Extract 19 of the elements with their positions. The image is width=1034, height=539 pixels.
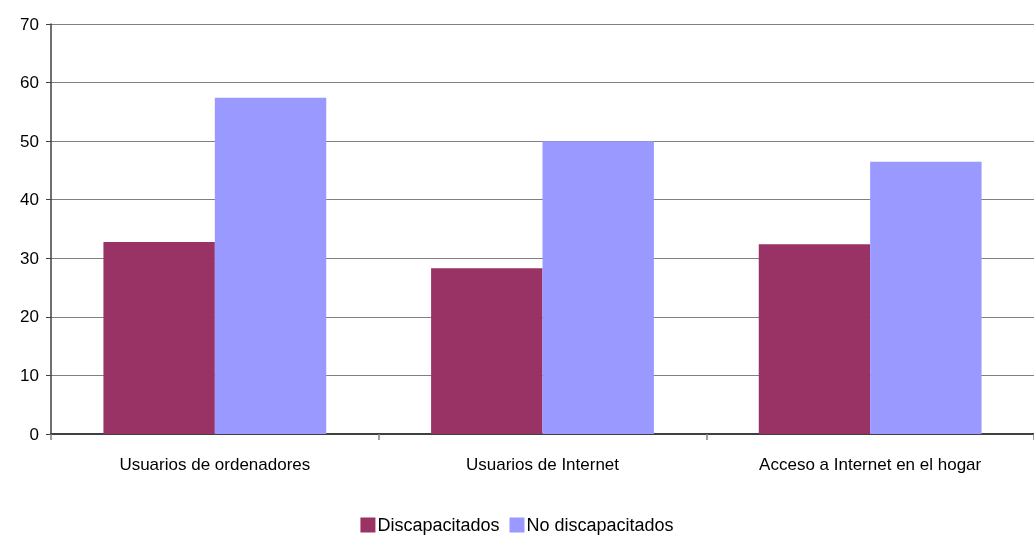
bar	[214, 97, 327, 434]
x-tick-label: Acceso a Internet en el hogar	[759, 455, 982, 474]
y-tick-label: 20	[20, 307, 39, 327]
y-tick-label: 10	[20, 365, 39, 385]
legend-label: Discapacitados	[377, 515, 500, 535]
y-tick-label: 60	[20, 73, 39, 93]
bar	[758, 244, 871, 434]
bar	[431, 268, 543, 434]
x-tick-label: Usuarios de Internet	[465, 455, 620, 474]
legend-label: No discapacitados	[526, 515, 674, 535]
bar	[870, 161, 982, 434]
x-tick-label: Usuarios de ordenadores	[119, 455, 311, 474]
y-tick-label: 30	[20, 248, 39, 268]
y-tick-label: 0	[29, 424, 39, 444]
y-tick-label: 40	[20, 190, 39, 210]
bar	[542, 141, 654, 434]
bar	[103, 241, 215, 434]
y-tick-label: 70	[20, 14, 39, 34]
y-tick-label: 50	[20, 131, 39, 151]
